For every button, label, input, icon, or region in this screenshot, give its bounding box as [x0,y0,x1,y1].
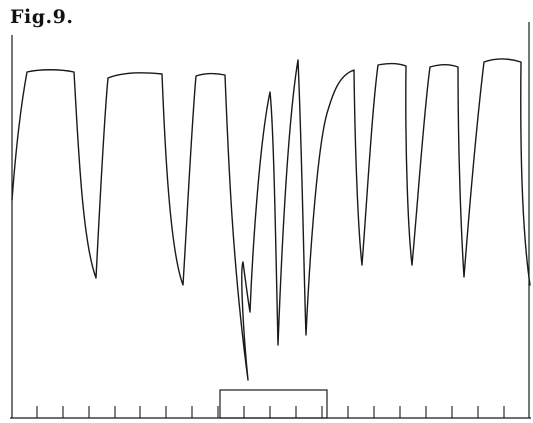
trace-line [11,58,531,381]
time-ticks [36,406,505,418]
figure-label: Fig.9. [10,6,74,28]
signal-marker [219,389,328,419]
